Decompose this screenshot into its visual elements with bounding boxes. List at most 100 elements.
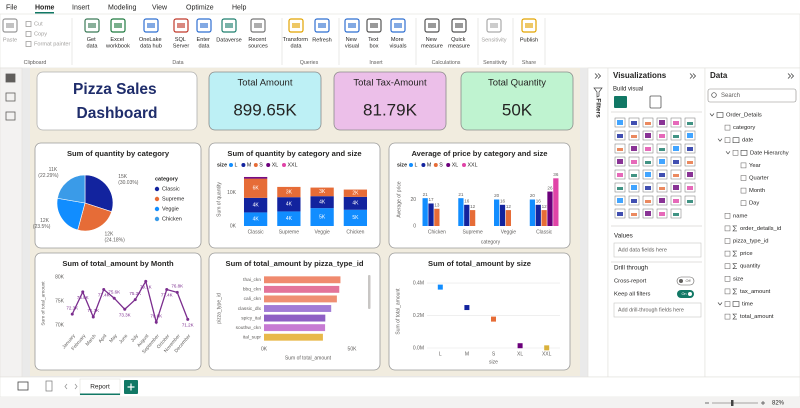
ribbon-icon[interactable] (196, 18, 212, 33)
field-item[interactable]: total_amount (740, 314, 774, 320)
visual-type-icon[interactable] (614, 182, 626, 193)
field-checkbox[interactable] (740, 175, 747, 181)
ribbon-icon[interactable] (250, 18, 266, 33)
ribbon-button[interactable]: Get data (87, 37, 99, 50)
visual-type-icon[interactable] (670, 182, 682, 193)
visual-type-icon[interactable] (642, 156, 654, 167)
field-item[interactable]: size (733, 276, 743, 282)
ribbon-icon[interactable] (110, 18, 126, 33)
visual-type-icon[interactable] (684, 182, 696, 193)
field-well[interactable] (613, 302, 702, 318)
collapse-icon[interactable] (787, 73, 795, 79)
field-well[interactable] (613, 242, 702, 258)
zoom-buttons[interactable] (705, 401, 765, 405)
view-switch[interactable] (5, 111, 16, 121)
ribbon-button[interactable]: SQL Server (173, 37, 190, 50)
field-item[interactable]: price (740, 251, 753, 257)
visual-type-icon[interactable] (656, 117, 668, 128)
field-item[interactable]: category (733, 125, 755, 131)
visual-type-icon[interactable] (684, 130, 696, 141)
menu-item[interactable]: Help (232, 4, 247, 11)
ribbon-icon[interactable] (390, 18, 406, 33)
visual-type-icon[interactable] (642, 130, 654, 141)
ribbon-icon[interactable] (288, 18, 304, 33)
visual-type-icon[interactable] (628, 117, 640, 128)
field-item[interactable]: Order_Details (726, 113, 762, 119)
field-item[interactable]: Quarter (749, 176, 769, 182)
field-checkbox[interactable] (724, 213, 731, 219)
visual-type-icon[interactable] (656, 130, 668, 141)
field-item[interactable]: quantity (740, 264, 760, 270)
visual-type-icon[interactable] (614, 208, 626, 219)
ribbon-button[interactable]: Copy (34, 31, 47, 37)
ribbon-icon[interactable] (451, 18, 467, 33)
mobile-view-icon[interactable] (45, 380, 53, 392)
ribbon-icon[interactable] (344, 18, 360, 33)
field-checkbox[interactable] (724, 225, 731, 232)
report-view-icon[interactable] (17, 381, 29, 391)
menu-item[interactable]: Modeling (108, 4, 137, 11)
menu-item[interactable]: View (152, 4, 168, 11)
visual-type-icon[interactable] (656, 169, 668, 180)
field-checkbox[interactable] (724, 288, 731, 295)
visual-type-icon[interactable] (642, 208, 654, 219)
menu-item[interactable]: File (6, 4, 17, 11)
ribbon-button[interactable]: Cut (34, 21, 43, 27)
visual-card[interactable] (34, 252, 202, 371)
visual-type-icon[interactable] (670, 117, 682, 128)
field-item[interactable]: name (733, 213, 748, 219)
ribbon-icon[interactable] (143, 18, 159, 33)
ribbon-icon[interactable] (25, 21, 32, 27)
field-checkbox[interactable] (724, 301, 731, 307)
visual-type-icon[interactable] (614, 143, 626, 154)
field-checkbox[interactable] (724, 263, 731, 269)
scrollbar[interactable] (368, 275, 371, 309)
ribbon-icon[interactable] (424, 18, 440, 33)
menu-item[interactable]: Insert (72, 4, 90, 11)
search-box[interactable] (707, 88, 797, 103)
field-checkbox[interactable] (740, 200, 747, 206)
field-checkbox[interactable] (732, 150, 739, 156)
visual-type-icon[interactable] (642, 195, 654, 206)
field-item[interactable]: Day (749, 201, 759, 207)
field-checkbox[interactable] (724, 250, 731, 257)
visual-type-icon[interactable] (628, 182, 640, 193)
field-item[interactable]: pizza_type_id (733, 239, 768, 245)
ribbon-button[interactable]: Dataverse (216, 37, 242, 43)
visual-type-icon[interactable] (628, 195, 640, 206)
field-checkbox[interactable] (724, 276, 731, 282)
visual-type-icon[interactable] (684, 117, 696, 128)
ribbon-button[interactable]: New visual (345, 37, 359, 50)
expand-chevron[interactable] (717, 302, 723, 306)
ribbon-icon[interactable] (25, 31, 32, 37)
ribbon-button[interactable]: Recent sources (248, 37, 268, 50)
view-switch[interactable] (5, 92, 16, 102)
ribbon-button[interactable]: Format painter (34, 41, 71, 47)
visual-type-icon[interactable] (656, 143, 668, 154)
field-item[interactable]: time (742, 302, 753, 308)
zoom-thumb[interactable] (731, 400, 734, 406)
visual-type-icon[interactable] (628, 169, 640, 180)
visual-type-icon[interactable] (614, 195, 626, 206)
ribbon-button[interactable]: Sensitivity (481, 37, 506, 43)
ribbon-icon[interactable] (366, 18, 382, 33)
visual-type-icon[interactable] (614, 117, 626, 128)
visual-type-icon[interactable] (656, 208, 668, 219)
field-checkbox[interactable] (724, 137, 731, 143)
field-item[interactable]: order_details_id (740, 226, 781, 232)
ribbon-button[interactable]: Paste (3, 37, 17, 43)
toggle[interactable] (677, 290, 694, 298)
visual-card[interactable] (388, 252, 571, 371)
ribbon-icon[interactable] (2, 18, 18, 33)
visual-type-icon[interactable] (614, 130, 626, 141)
expand-chevron[interactable] (725, 151, 731, 155)
ribbon-icon[interactable] (173, 18, 189, 33)
visual-type-icon[interactable] (656, 182, 668, 193)
collapse-icon[interactable] (594, 73, 602, 79)
visual-type-icon[interactable] (670, 169, 682, 180)
collapse-icon[interactable] (689, 73, 697, 79)
visual-type-icon[interactable] (628, 143, 640, 154)
menu-item[interactable]: Home (35, 4, 55, 11)
visual-type-icon[interactable] (684, 156, 696, 167)
page-nav[interactable] (64, 383, 78, 390)
